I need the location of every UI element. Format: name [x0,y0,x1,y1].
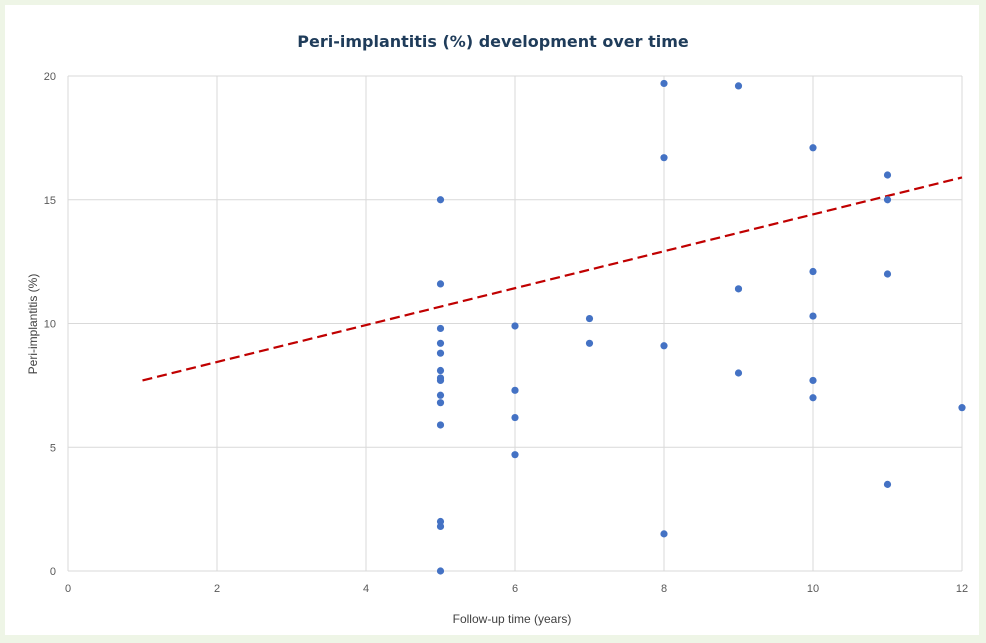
data-point [511,386,519,394]
x-tick-label: 6 [512,583,518,595]
data-point [883,480,892,488]
data-point [809,376,817,385]
data-point [436,399,445,407]
data-point [436,280,445,288]
y-tick-label: 0 [50,566,56,578]
x-tick-labels: 0 2 4 6 8 10 12 [65,583,968,595]
data-point [585,339,594,347]
y-tick-label: 10 [44,319,56,331]
x-tick-label: 8 [661,583,667,595]
chart-card [5,5,979,635]
y-tick-label: 5 [50,442,56,454]
data-point [436,517,445,526]
data-point [585,314,594,323]
data-point [436,349,445,357]
data-point [809,394,817,402]
data-point [660,79,668,88]
data-point [734,369,743,377]
data-point [436,376,445,385]
data-point [883,270,892,278]
x-tick-label: 0 [65,583,71,595]
data-point [511,451,519,459]
x-tick-label: 2 [214,583,220,595]
data-point [883,171,892,179]
data-point [883,196,892,204]
data-point [511,322,519,330]
y-tick-label: 15 [44,195,56,207]
data-point [436,324,445,333]
data-point [734,82,743,90]
data-point [436,421,445,429]
data-point [660,530,668,538]
data-point [958,404,966,412]
data-point [660,154,668,162]
trendline [142,176,963,382]
data-point [436,366,445,375]
data-point [809,267,817,276]
x-tick-label: 12 [956,583,968,595]
y-tick-labels: 0 5 10 15 20 [44,71,56,578]
data-point [809,312,817,320]
data-point [809,144,817,152]
data-point [436,196,445,204]
chart-title: Peri-implantitis (%) development over ti… [297,32,689,51]
data-point [436,522,445,531]
x-tick-label: 4 [363,583,369,595]
data-point [436,567,445,575]
data-points [436,79,966,575]
data-point [511,413,519,422]
grid [67,75,963,572]
x-axis-label: Follow-up time (years) [453,612,572,626]
data-point [734,285,743,293]
data-point [436,391,445,399]
y-axis-label: Peri-implantitis (%) [26,274,40,375]
x-tick-label: 10 [807,583,819,595]
data-point [436,339,445,347]
y-tick-label: 20 [44,71,56,83]
data-point [660,342,668,350]
